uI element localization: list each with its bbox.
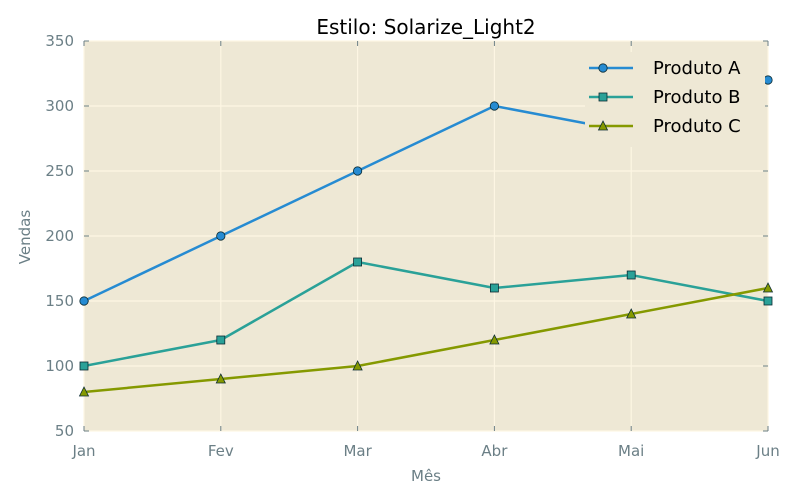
legend-label: Produto C — [653, 116, 741, 137]
y-tick-label: 300 — [45, 97, 74, 115]
data-point — [489, 283, 499, 293]
grid-lines — [83, 40, 769, 432]
x-tick-label: Abr — [481, 442, 508, 460]
series-line — [83, 286, 769, 394]
y-tick-label: 100 — [45, 357, 74, 375]
data-point — [353, 257, 363, 267]
series-produto-c — [78, 282, 774, 397]
series-produto-b — [79, 257, 773, 371]
x-tick-label: Fev — [208, 442, 234, 460]
legend-item: Produto C — [589, 116, 741, 137]
data-point — [78, 386, 90, 397]
y-tick-label: 250 — [45, 162, 74, 180]
legend-marker — [598, 92, 608, 102]
data-point — [216, 231, 226, 241]
y-tick-label: 150 — [45, 292, 74, 310]
x-tick-label: Mar — [343, 442, 372, 460]
legend-marker — [597, 120, 609, 131]
y-tick-label: 50 — [55, 422, 74, 440]
data-point — [79, 361, 89, 371]
data-point — [489, 334, 500, 345]
legend-item: Produto B — [589, 87, 741, 108]
data-point — [79, 296, 89, 306]
y-tick-label: 200 — [45, 227, 74, 245]
data-point — [626, 270, 636, 280]
y-axis-label: Vendas — [16, 210, 34, 265]
data-point — [216, 335, 226, 345]
legend-label: Produto B — [653, 87, 741, 108]
x-tick-label: Jan — [71, 442, 95, 460]
x-tick-label: Mai — [618, 442, 644, 460]
data-point — [215, 373, 226, 384]
data-point — [626, 308, 637, 319]
x-axis-label: Mês — [411, 467, 441, 485]
data-point — [352, 166, 363, 176]
data-point — [763, 296, 773, 306]
data-point — [763, 75, 773, 85]
data-point — [352, 360, 363, 371]
data-point — [762, 282, 774, 293]
data-point — [489, 101, 499, 111]
chart-title: Estilo: Solarize_Light2 — [316, 15, 535, 39]
y-tick-label: 350 — [45, 32, 74, 50]
legend: Produto A Produto B Produto C — [585, 52, 765, 147]
legend-marker — [598, 63, 608, 73]
legend-label: Produto A — [653, 58, 741, 79]
axes: Jan Fev Mar Abr Mai Jun 50 100 150 200 250 300 350 — [45, 32, 779, 460]
legend-item: Produto A — [589, 58, 741, 79]
series-line — [83, 260, 769, 368]
x-tick-label: Jun — [755, 442, 779, 460]
